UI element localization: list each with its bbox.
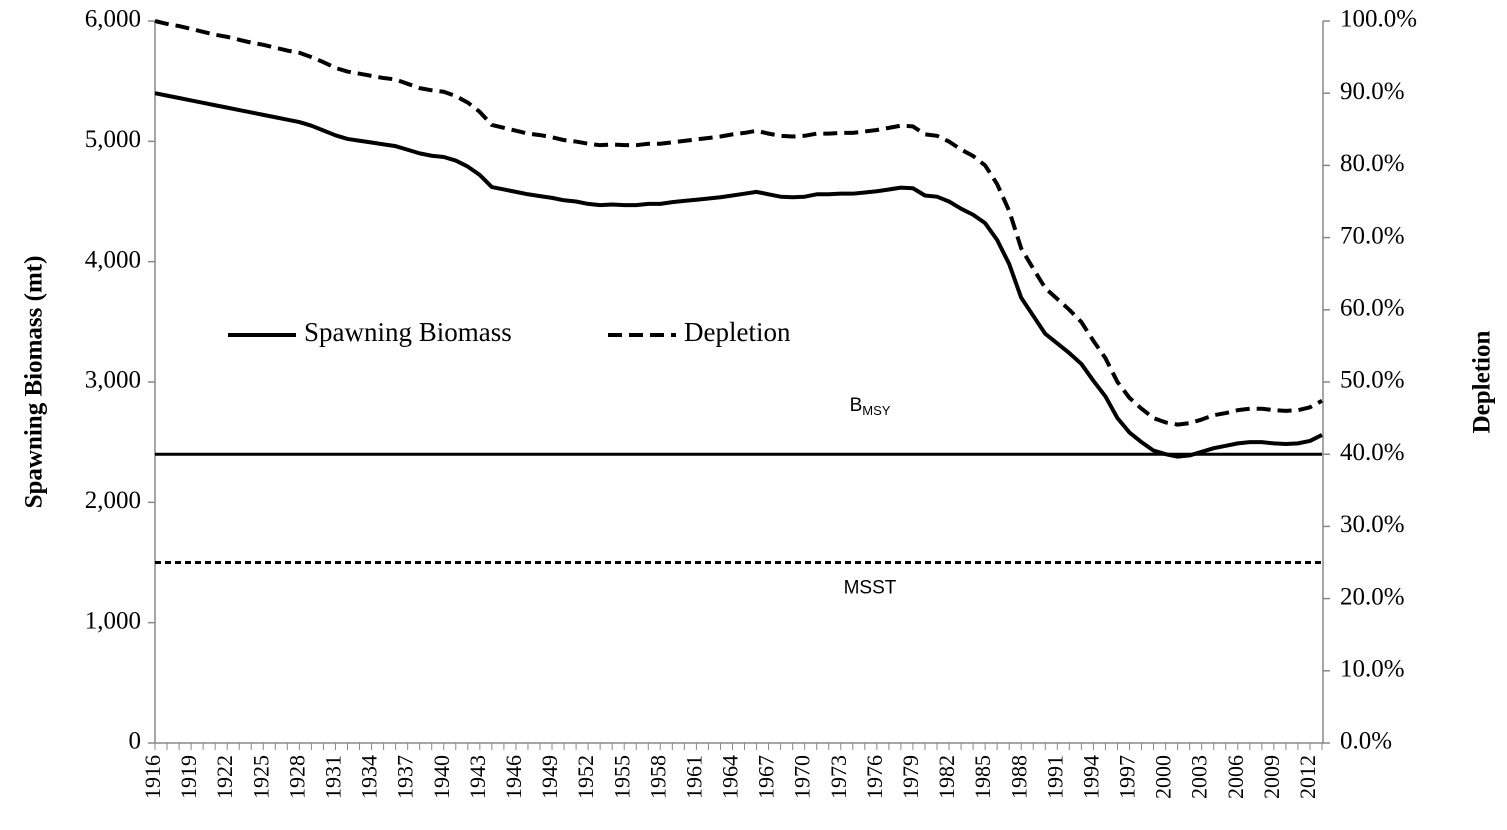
y-tick-label: 0 [129,728,142,755]
x-tick-label: 1919 [176,755,201,799]
y2-tick-label: 0.0% [1340,728,1392,755]
y2-tick-label: 50.0% [1340,367,1405,394]
x-tick-label: 1952 [573,755,598,799]
x-tick-label: 1976 [862,755,887,799]
reference-label: MSST [844,578,897,599]
x-tick-label: 1979 [898,755,923,799]
y-axis-title: Spawning Biomass (mt) [21,256,48,509]
y2-tick-label: 100.0% [1340,6,1417,33]
y-tick-label: 3,000 [85,367,141,394]
x-tick-label: 1988 [1006,755,1031,799]
x-tick-label: 1994 [1078,755,1103,799]
legend-label: Depletion [684,317,791,347]
y2-tick-label: 20.0% [1340,583,1405,610]
x-tick-label: 1925 [248,755,273,799]
reference-label-main: B [850,395,863,416]
x-tick-label: 1955 [609,755,634,799]
x-tick-label: 2012 [1295,755,1320,799]
x-tick-label: 1982 [934,755,959,799]
series-line [154,19,1323,427]
x-tick-label: 1928 [284,755,309,799]
x-tick-label: 1991 [1042,755,1067,799]
y2-tick-label: 70.0% [1340,222,1405,249]
y-tick-label: 4,000 [85,246,141,273]
x-tick-label: 1967 [754,755,779,799]
x-tick-label: 1997 [1115,755,1140,799]
y2-tick-label: 10.0% [1340,656,1405,683]
reference-label-main: MSST [844,578,897,599]
x-tick-label: 1958 [645,755,670,799]
x-tick-label: 1946 [501,755,526,799]
x-tick-label: 1964 [718,755,743,799]
y-tick-label: 5,000 [85,126,141,153]
y2-tick-label: 30.0% [1340,511,1405,538]
x-tick-label: 1973 [826,755,851,799]
reference-label: BMSY [850,395,891,418]
y-tick-label: 2,000 [85,487,141,514]
x-tick-label: 1970 [790,755,815,799]
y2-tick-label: 80.0% [1340,150,1405,177]
x-tick-label: 2003 [1187,755,1212,799]
legend-label: Spawning Biomass [304,317,512,347]
y2-tick-label: 60.0% [1340,295,1405,322]
y-tick-label: 1,000 [85,607,141,634]
x-tick-label: 1931 [321,755,346,799]
x-tick-label: 1916 [140,755,165,799]
y2-tick-label: 90.0% [1340,78,1405,105]
x-tick-label: 2006 [1223,755,1248,799]
y-tick-label: 6,000 [85,6,141,33]
series-line [154,91,1323,459]
x-tick-label: 1949 [537,755,562,799]
x-tick-label: 1934 [357,755,382,799]
x-tick-label: 1937 [393,755,418,799]
x-tick-label: 1961 [681,755,706,799]
x-tick-label: 1940 [429,755,454,799]
x-tick-label: 2000 [1151,755,1176,799]
y2-axis-title: Depletion [1469,331,1496,434]
x-tick-label: 1943 [465,755,490,799]
y2-tick-label: 40.0% [1340,439,1405,466]
reference-label-sub: MSY [862,404,891,419]
x-tick-label: 2009 [1259,755,1284,799]
x-tick-label: 1922 [212,755,237,799]
x-tick-label: 1985 [970,755,995,799]
